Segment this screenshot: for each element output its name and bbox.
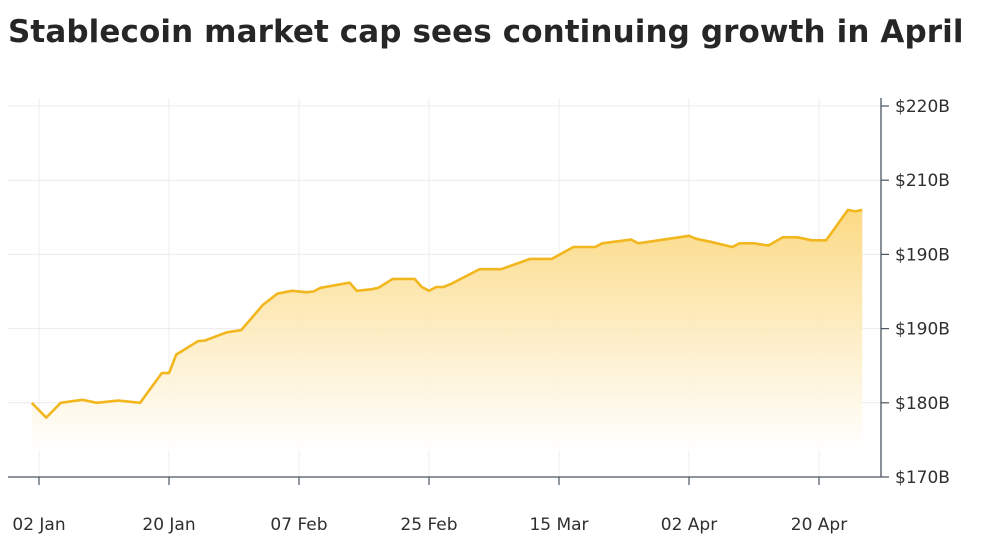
y-tick-label: $220B — [895, 97, 950, 117]
x-tick-label: 20 Apr — [791, 515, 847, 535]
x-tick-label: 02 Jan — [12, 515, 65, 535]
y-tick-label: $190B — [895, 320, 950, 340]
x-tick-label: 02 Apr — [661, 515, 717, 535]
chart-title: Stablecoin market cap sees continuing gr… — [8, 14, 964, 50]
x-tick-label: 15 Mar — [529, 515, 588, 535]
series-area — [31, 209, 863, 451]
axis-layer: $170B $180B $190B $190B $210B $220B 02 Jan 20 J… — [8, 97, 950, 535]
y-tick-label: $180B — [895, 394, 950, 414]
y-tick-label: $190B — [895, 245, 950, 265]
series-line — [30, 208, 863, 419]
y-tick-label: $210B — [895, 171, 950, 191]
x-tick-label: 20 Jan — [142, 515, 195, 535]
x-tick-label: 07 Feb — [270, 515, 327, 535]
y-tick-label: $170B — [895, 468, 950, 488]
x-tick-label: 25 Feb — [400, 515, 457, 535]
